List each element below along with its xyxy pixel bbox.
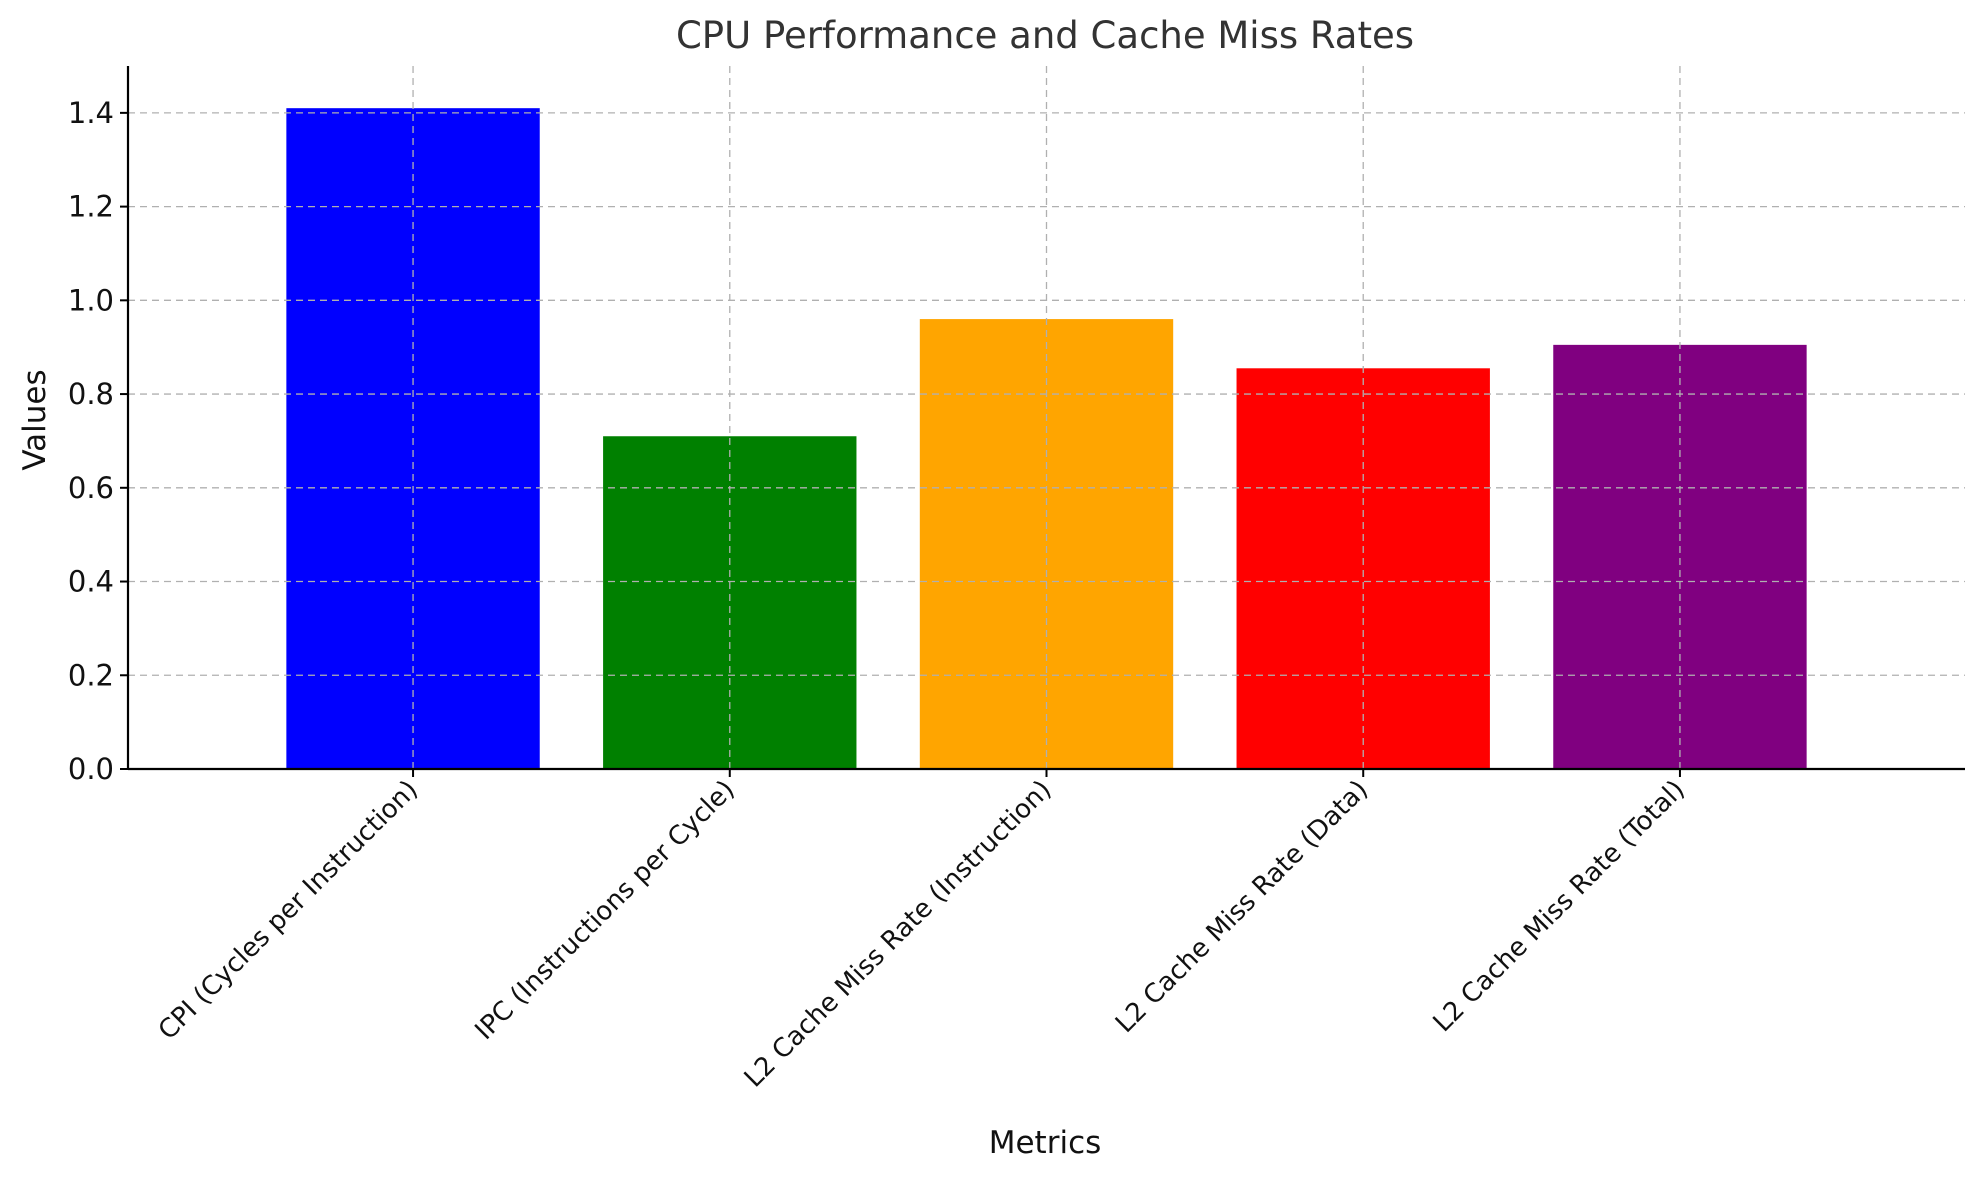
y-tick-label-4: 0.8 bbox=[68, 377, 114, 411]
bars bbox=[286, 108, 1807, 770]
x-tick-label-2: L2 Cache Miss Rate (Instruction) bbox=[739, 775, 1058, 1094]
grid bbox=[128, 66, 1965, 770]
x-tick-label-0: CPI (Cycles per Instruction) bbox=[153, 775, 424, 1046]
x-ticks: CPI (Cycles per Instruction) IPC (Instruc… bbox=[153, 769, 1691, 1093]
x-axis-label: Metrics bbox=[989, 1125, 1102, 1161]
chart-title: CPU Performance and Cache Miss Rates bbox=[676, 14, 1414, 57]
y-axis-label: Values bbox=[17, 369, 53, 470]
y-tick-label-2: 0.4 bbox=[68, 565, 114, 599]
y-tick-label-0: 0.0 bbox=[68, 752, 114, 786]
y-tick-label-3: 0.6 bbox=[68, 471, 114, 505]
y-tick-label-1: 0.2 bbox=[68, 658, 114, 692]
y-tick-label-5: 1.0 bbox=[68, 283, 114, 317]
x-tick-label-1: IPC (Instructions per Cycle) bbox=[470, 775, 741, 1046]
x-tick-label-3: L2 Cache Miss Rate (Data) bbox=[1110, 775, 1374, 1039]
y-tick-label-7: 1.4 bbox=[68, 96, 114, 130]
y-ticks: 0.0 0.2 0.4 0.6 0.8 1.0 1.2 1.4 bbox=[68, 96, 128, 786]
bar-3 bbox=[919, 319, 1174, 769]
x-tick-label-4: L2 Cache Miss Rate (Total) bbox=[1428, 775, 1691, 1038]
y-tick-label-6: 1.2 bbox=[68, 190, 114, 224]
